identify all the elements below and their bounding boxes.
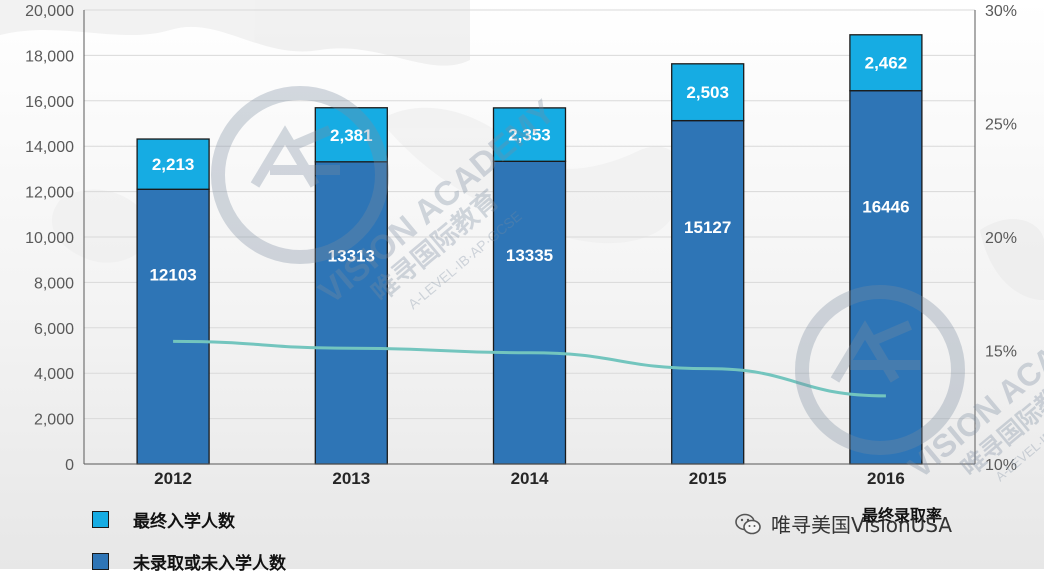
data-label-not-enrolled: 16446: [862, 197, 909, 216]
y2-tick-label: 30%: [985, 3, 1017, 20]
data-label-not-enrolled: 13313: [328, 246, 375, 265]
y-tick-label: 2,000: [34, 412, 74, 429]
y-tick-label: 6,000: [34, 321, 74, 338]
x-tick-label: 2012: [154, 469, 192, 488]
wechat-icon: [735, 513, 761, 534]
y-tick-label: 4,000: [34, 366, 74, 383]
data-labels: 2,213 12103 2,381 13313 2,353 13335 2,503 15127…: [149, 54, 909, 285]
bar-series: [136, 34, 923, 465]
legend-label-rate: 最终录取率: [862, 506, 943, 525]
data-label-not-enrolled: 12103: [149, 265, 196, 284]
rate-line: [173, 339, 886, 398]
y-axis-ticks: 0 2,000 4,000 6,000 8,000 10,000 12,000 14,000 1…: [25, 3, 74, 474]
data-label-not-enrolled: 15127: [684, 218, 731, 237]
y-tick-label: 14,000: [25, 139, 74, 156]
legend-swatch-admitted: [92, 511, 109, 528]
data-label-admitted: 2,462: [865, 54, 908, 73]
legend-label-admitted: 最终入学人数: [133, 512, 235, 532]
bar-admitted: [136, 138, 210, 190]
bar-admitted: [849, 34, 923, 92]
x-tick-label: 2016: [867, 469, 905, 488]
data-label-admitted: 2,213: [152, 155, 195, 174]
watermark-logo-2: VISION ACADEMY 唯寻国际教育 A-LEVEL·IB·AP·GCSE: [795, 279, 1044, 485]
data-label-not-enrolled: 13335: [506, 246, 553, 265]
legend-label-not-enrolled: 未录取或未入学人数: [133, 554, 286, 574]
bar-admitted: [492, 107, 567, 162]
bar-not-enrolled: [671, 119, 745, 465]
y2-tick-label: 10%: [985, 457, 1017, 474]
y-tick-label: 16,000: [25, 94, 74, 111]
y2-tick-label: 20%: [985, 230, 1017, 247]
y2-tick-label: 25%: [985, 117, 1017, 134]
x-tick-label: 2015: [689, 469, 727, 488]
x-axis-ticks: 2012 2013 2014 2015 2016: [154, 469, 905, 488]
data-label-admitted: 2,353: [508, 126, 551, 145]
y-tick-label: 8,000: [34, 275, 74, 292]
y-tick-label: 20,000: [25, 3, 74, 20]
bar-not-enrolled: [849, 90, 923, 465]
data-label-admitted: 2,381: [330, 126, 373, 145]
legend-item-admitted: 最终入学人数: [92, 507, 235, 532]
y-tick-label: 10,000: [25, 230, 74, 247]
x-tick-label: 2013: [332, 469, 370, 488]
bar-not-enrolled: [492, 160, 567, 465]
credit-text: 唯寻美国VisionUSA: [771, 513, 953, 537]
data-label-admitted: 2,503: [686, 83, 729, 102]
bar-not-enrolled: [136, 188, 210, 465]
credit: 唯寻美国VisionUSA: [735, 509, 952, 538]
y-tick-label: 12,000: [25, 185, 74, 202]
y2-tick-label: 15%: [985, 344, 1017, 361]
axes: [83, 10, 976, 465]
legend-swatch-not-enrolled: [92, 553, 109, 570]
legend-item-not-enrolled: 未录取或未入学人数: [92, 549, 286, 574]
bar-admitted: [314, 107, 388, 163]
x-tick-label: 2014: [511, 469, 549, 488]
y-tick-label: 18,000: [25, 48, 74, 65]
bar-admitted: [671, 63, 745, 122]
y2-axis-ticks: 10% 15% 20% 25% 30%: [985, 3, 1017, 474]
y-tick-label: 0: [65, 457, 74, 474]
